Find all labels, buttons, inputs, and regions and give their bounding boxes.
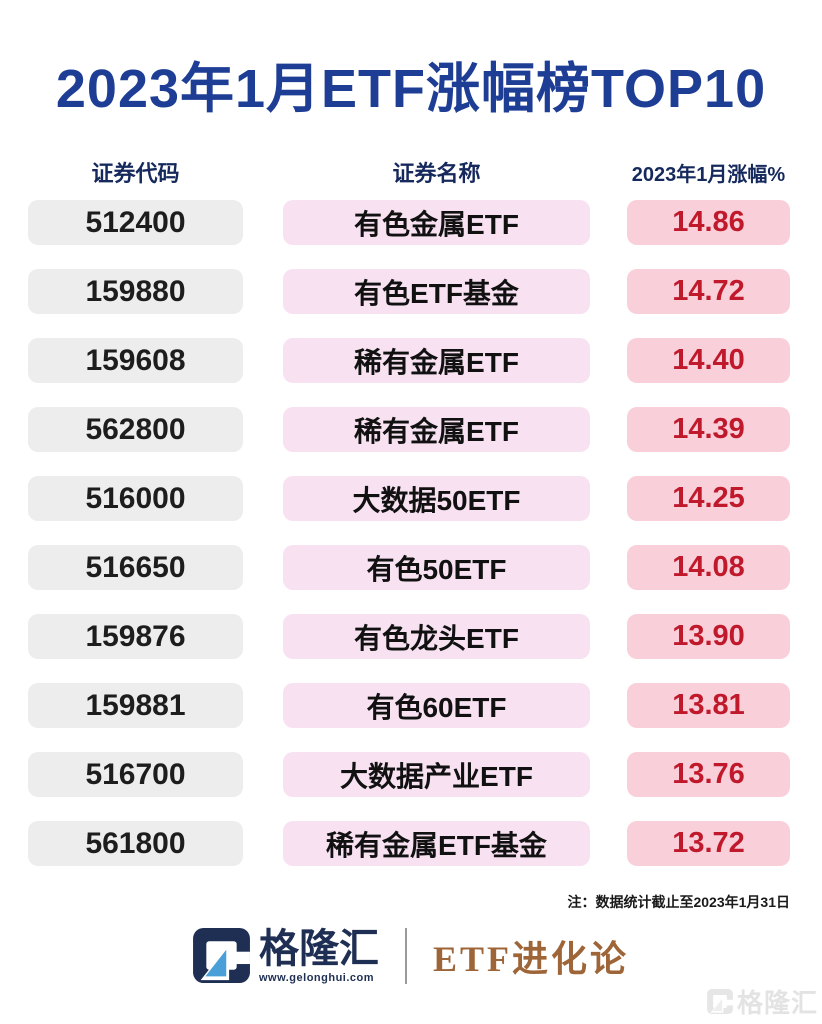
security-name-cell: 稀有金属ETF	[283, 407, 590, 453]
security-code-cell: 159876	[28, 614, 243, 660]
pct-change-cell: 14.25	[627, 476, 790, 522]
security-code-cell: 159880	[28, 269, 243, 315]
gelonghui-watermark-icon	[707, 989, 733, 1015]
watermark: 格隆汇	[707, 983, 818, 1020]
table-row: 159608 稀有金属ETF 14.40	[0, 338, 822, 384]
table-row: 159876 有色龙头ETF 13.90	[0, 614, 822, 660]
security-name-cell: 稀有金属ETF	[283, 338, 590, 384]
gelonghui-logo-icon	[193, 928, 250, 984]
footer-logo-bar: 格隆汇 www.gelonghui.com ETF进化论	[0, 928, 822, 985]
security-code-cell: 159608	[28, 338, 243, 384]
security-name-cell: 有色金属ETF	[283, 200, 590, 246]
pct-change-cell: 13.72	[627, 821, 790, 867]
table-row: 159881 有色60ETF 13.81	[0, 683, 822, 729]
table-row: 516000 大数据50ETF 14.25	[0, 476, 822, 522]
security-code-cell: 561800	[28, 821, 243, 867]
table-row: 512400 有色金属ETF 14.86	[0, 200, 822, 246]
table-row: 159880 有色ETF基金 14.72	[0, 269, 822, 315]
security-code-cell: 516650	[28, 545, 243, 591]
security-code-cell: 512400	[28, 200, 243, 246]
pct-change-cell: 14.08	[627, 545, 790, 591]
pct-change-cell: 14.40	[627, 338, 790, 384]
table-row: 562800 稀有金属ETF 14.39	[0, 407, 822, 453]
pct-change-cell: 13.76	[627, 752, 790, 798]
security-code-cell: 159881	[28, 683, 243, 729]
table-row: 516650 有色50ETF 14.08	[0, 545, 822, 591]
pct-change-cell: 14.39	[627, 407, 790, 453]
security-name-cell: 有色ETF基金	[283, 269, 590, 315]
security-name-cell: 有色50ETF	[283, 545, 590, 591]
column-header-name: 证券名称	[392, 161, 481, 187]
pct-change-cell: 14.86	[627, 200, 790, 246]
security-name-cell: 大数据50ETF	[283, 476, 590, 522]
security-name-cell: 大数据产业ETF	[283, 752, 590, 798]
pct-change-cell: 14.72	[627, 269, 790, 315]
brand-name: 格隆汇	[258, 927, 379, 972]
brand-website: www.gelonghui.com	[258, 972, 375, 985]
column-header-pct: 2023年1月涨幅%	[631, 163, 786, 186]
security-code-cell: 562800	[28, 407, 243, 453]
page-title: 2023年1月ETF涨幅榜TOP10	[55, 59, 767, 120]
table-row: 516700 大数据产业ETF 13.76	[0, 752, 822, 798]
pct-change-cell: 13.90	[627, 614, 790, 660]
data-note: 注：数据统计截止至2023年1月31日	[567, 894, 790, 911]
table-row: 561800 稀有金属ETF基金 13.72	[0, 821, 822, 867]
security-name-cell: 有色龙头ETF	[283, 614, 590, 660]
gelonghui-brand: 格隆汇 www.gelonghui.com	[193, 928, 379, 984]
ranking-table: 512400 有色金属ETF 14.86 159880 有色ETF基金 14.72 1596…	[0, 200, 822, 867]
security-code-cell: 516000	[28, 476, 243, 522]
series-title: ETF进化论	[432, 939, 629, 980]
security-code-cell: 516700	[28, 752, 243, 798]
table-header-row: 证券代码 证券名称 2023年1月涨幅%	[0, 156, 822, 188]
watermark-text: 格隆汇	[736, 988, 818, 1019]
security-name-cell: 稀有金属ETF基金	[283, 821, 590, 867]
column-header-code: 证券代码	[91, 161, 180, 187]
pct-change-cell: 13.81	[627, 683, 790, 729]
security-name-cell: 有色60ETF	[283, 683, 590, 729]
footer-divider	[404, 928, 407, 985]
